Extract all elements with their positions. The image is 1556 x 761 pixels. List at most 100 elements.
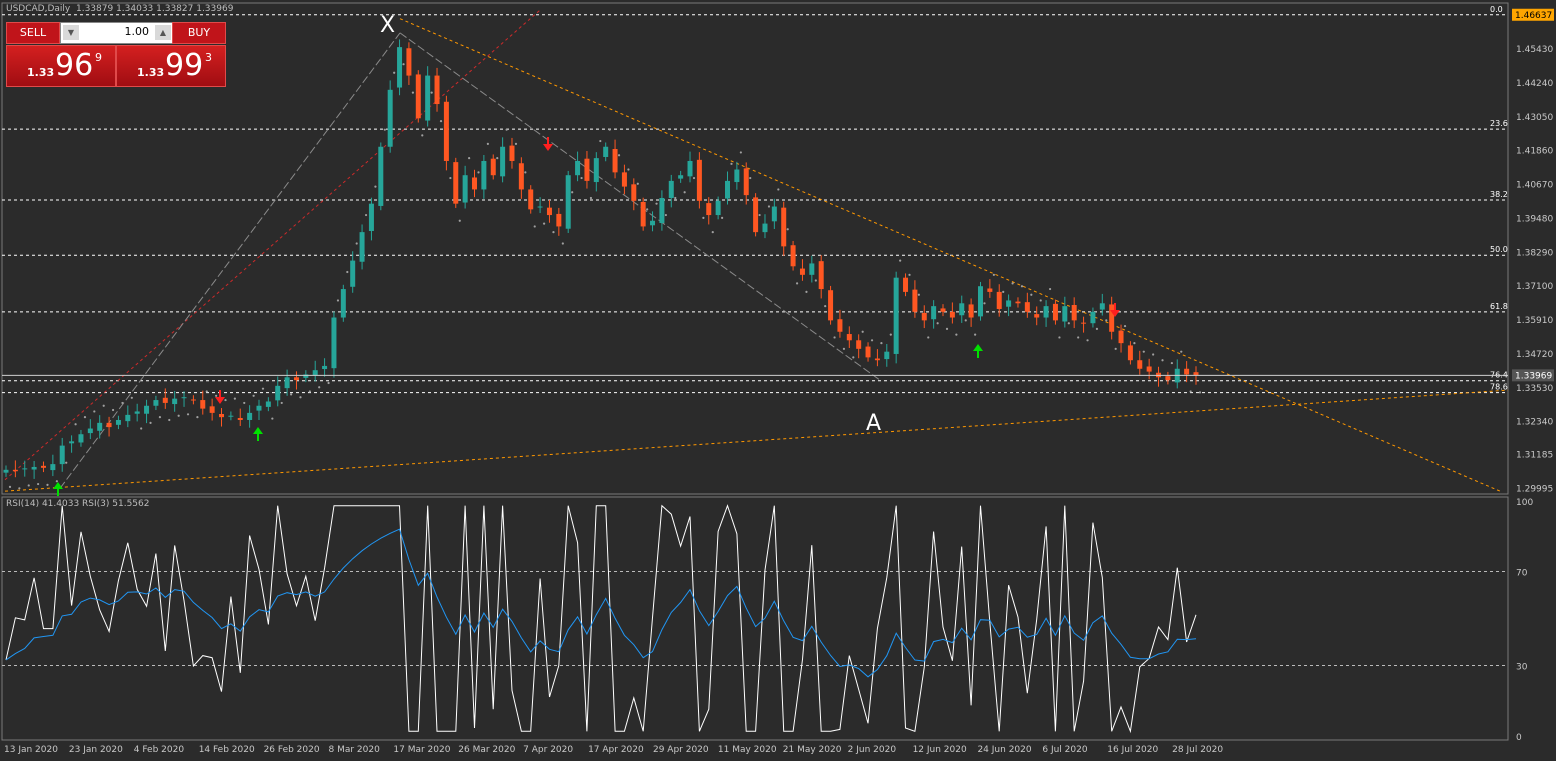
sar-dot [936,322,939,325]
current-price-value: 1.33969 [1515,371,1552,381]
candle-body [31,466,37,470]
candle-body [472,177,478,190]
pattern-label-a: A [866,411,881,436]
sar-dot [655,202,658,205]
symbol-header: USDCAD,Daily 1.33879 1.34033 1.33827 1.3… [6,4,233,14]
price-tick-label: 1.45430 [1516,45,1553,55]
sar-dot [8,485,12,488]
sar-dot [364,213,368,217]
candle-body [565,175,571,229]
candle-body [378,146,384,206]
candle-body [1109,304,1115,332]
sell-button[interactable]: SELL [6,22,60,44]
sar-dot [767,205,771,208]
sar-dot [552,231,555,234]
candle-body [406,48,412,76]
candle-body [650,220,656,226]
candle-body [837,319,843,332]
candle-body [462,175,468,203]
candle-body [575,160,581,176]
lot-size-value[interactable]: 1.00 [124,25,150,38]
candle-body [846,334,852,341]
sar-dot [18,487,21,490]
buy-quote[interactable]: 1.33 99 3 [116,45,226,87]
sar-dot [664,213,668,217]
one-click-trading-panel: SELL ▼ 1.00 ▲ BUY 1.33 96 9 1.33 99 3 [4,20,226,87]
candle-body [921,312,927,321]
sar-dot [824,305,827,308]
candle-body [1137,360,1143,369]
candle-body [397,47,403,88]
sar-dot [224,398,227,402]
candle-body [734,169,740,183]
candle-body [1034,314,1040,318]
candle-body [584,158,590,181]
sar-dot [561,242,564,245]
sar-dot [955,333,958,336]
candle-body [322,365,328,370]
candle-body [500,146,506,177]
price-pane-frame [1,2,1509,495]
sar-dot [111,408,115,412]
sar-dot [1161,359,1164,362]
xa-leg-line [4,9,541,481]
sar-dot [1142,350,1145,353]
support-trendline [4,389,1509,492]
sar-dot [814,279,817,282]
sar-dot [842,347,846,350]
sar-dot [636,182,639,185]
candle-body [931,306,937,320]
sar-dot [908,273,911,276]
candle-body [162,397,168,403]
sell-arrow-icon [215,397,225,404]
candle-body [1052,303,1058,321]
sar-dot [674,196,677,200]
date-tick-label: 8 Mar 2020 [328,745,380,755]
sell-arrow-icon [1110,310,1120,317]
buy-button[interactable]: BUY [172,22,226,44]
buy-arrow-icon [53,482,63,489]
candle-body [284,377,290,389]
sar-dot [1114,347,1117,350]
sar-dot [318,386,321,389]
lot-decrease-icon[interactable]: ▼ [63,25,79,40]
lot-increase-icon[interactable]: ▲ [155,25,171,40]
sar-dot [393,71,396,74]
top-price-tag [1512,8,1554,21]
candle-body [912,289,918,312]
candle-body [181,397,187,399]
sar-dot [749,176,752,180]
date-tick-label: 28 Jul 2020 [1172,745,1223,755]
sar-dot [1039,299,1042,302]
sar-dot [580,176,583,180]
date-tick-label: 4 Feb 2020 [134,745,185,755]
candle-body [1043,306,1049,318]
candle-body [818,261,824,290]
sar-dot [496,157,499,160]
date-tick-label: 17 Apr 2020 [588,745,644,755]
sar-dot [739,151,742,154]
sar-dot [252,394,255,397]
candle-body [434,75,440,105]
sar-dot [608,128,611,131]
sar-dot [1048,287,1052,291]
sar-dot [861,330,864,333]
sar-dot [1170,361,1173,365]
candle-body [134,411,140,414]
lot-size-field[interactable]: ▼ 1.00 ▲ [60,22,174,44]
rsi-label: RSI(14) 41.4033 RSI(3) 51.5562 [6,499,150,509]
sar-dot [1030,293,1033,296]
candle-body [977,286,983,317]
sell-quote[interactable]: 1.33 96 9 [6,45,116,87]
candle-body [856,340,862,349]
candle-body [443,101,449,161]
sar-dot [945,327,949,331]
candle-body [612,149,618,173]
sar-dot [140,427,143,430]
candle-body [125,414,131,422]
candle-body [3,469,9,473]
sar-dot [1180,350,1183,353]
date-tick-label: 26 Mar 2020 [458,745,515,755]
buy-price-prefix: 1.33 [137,66,165,79]
